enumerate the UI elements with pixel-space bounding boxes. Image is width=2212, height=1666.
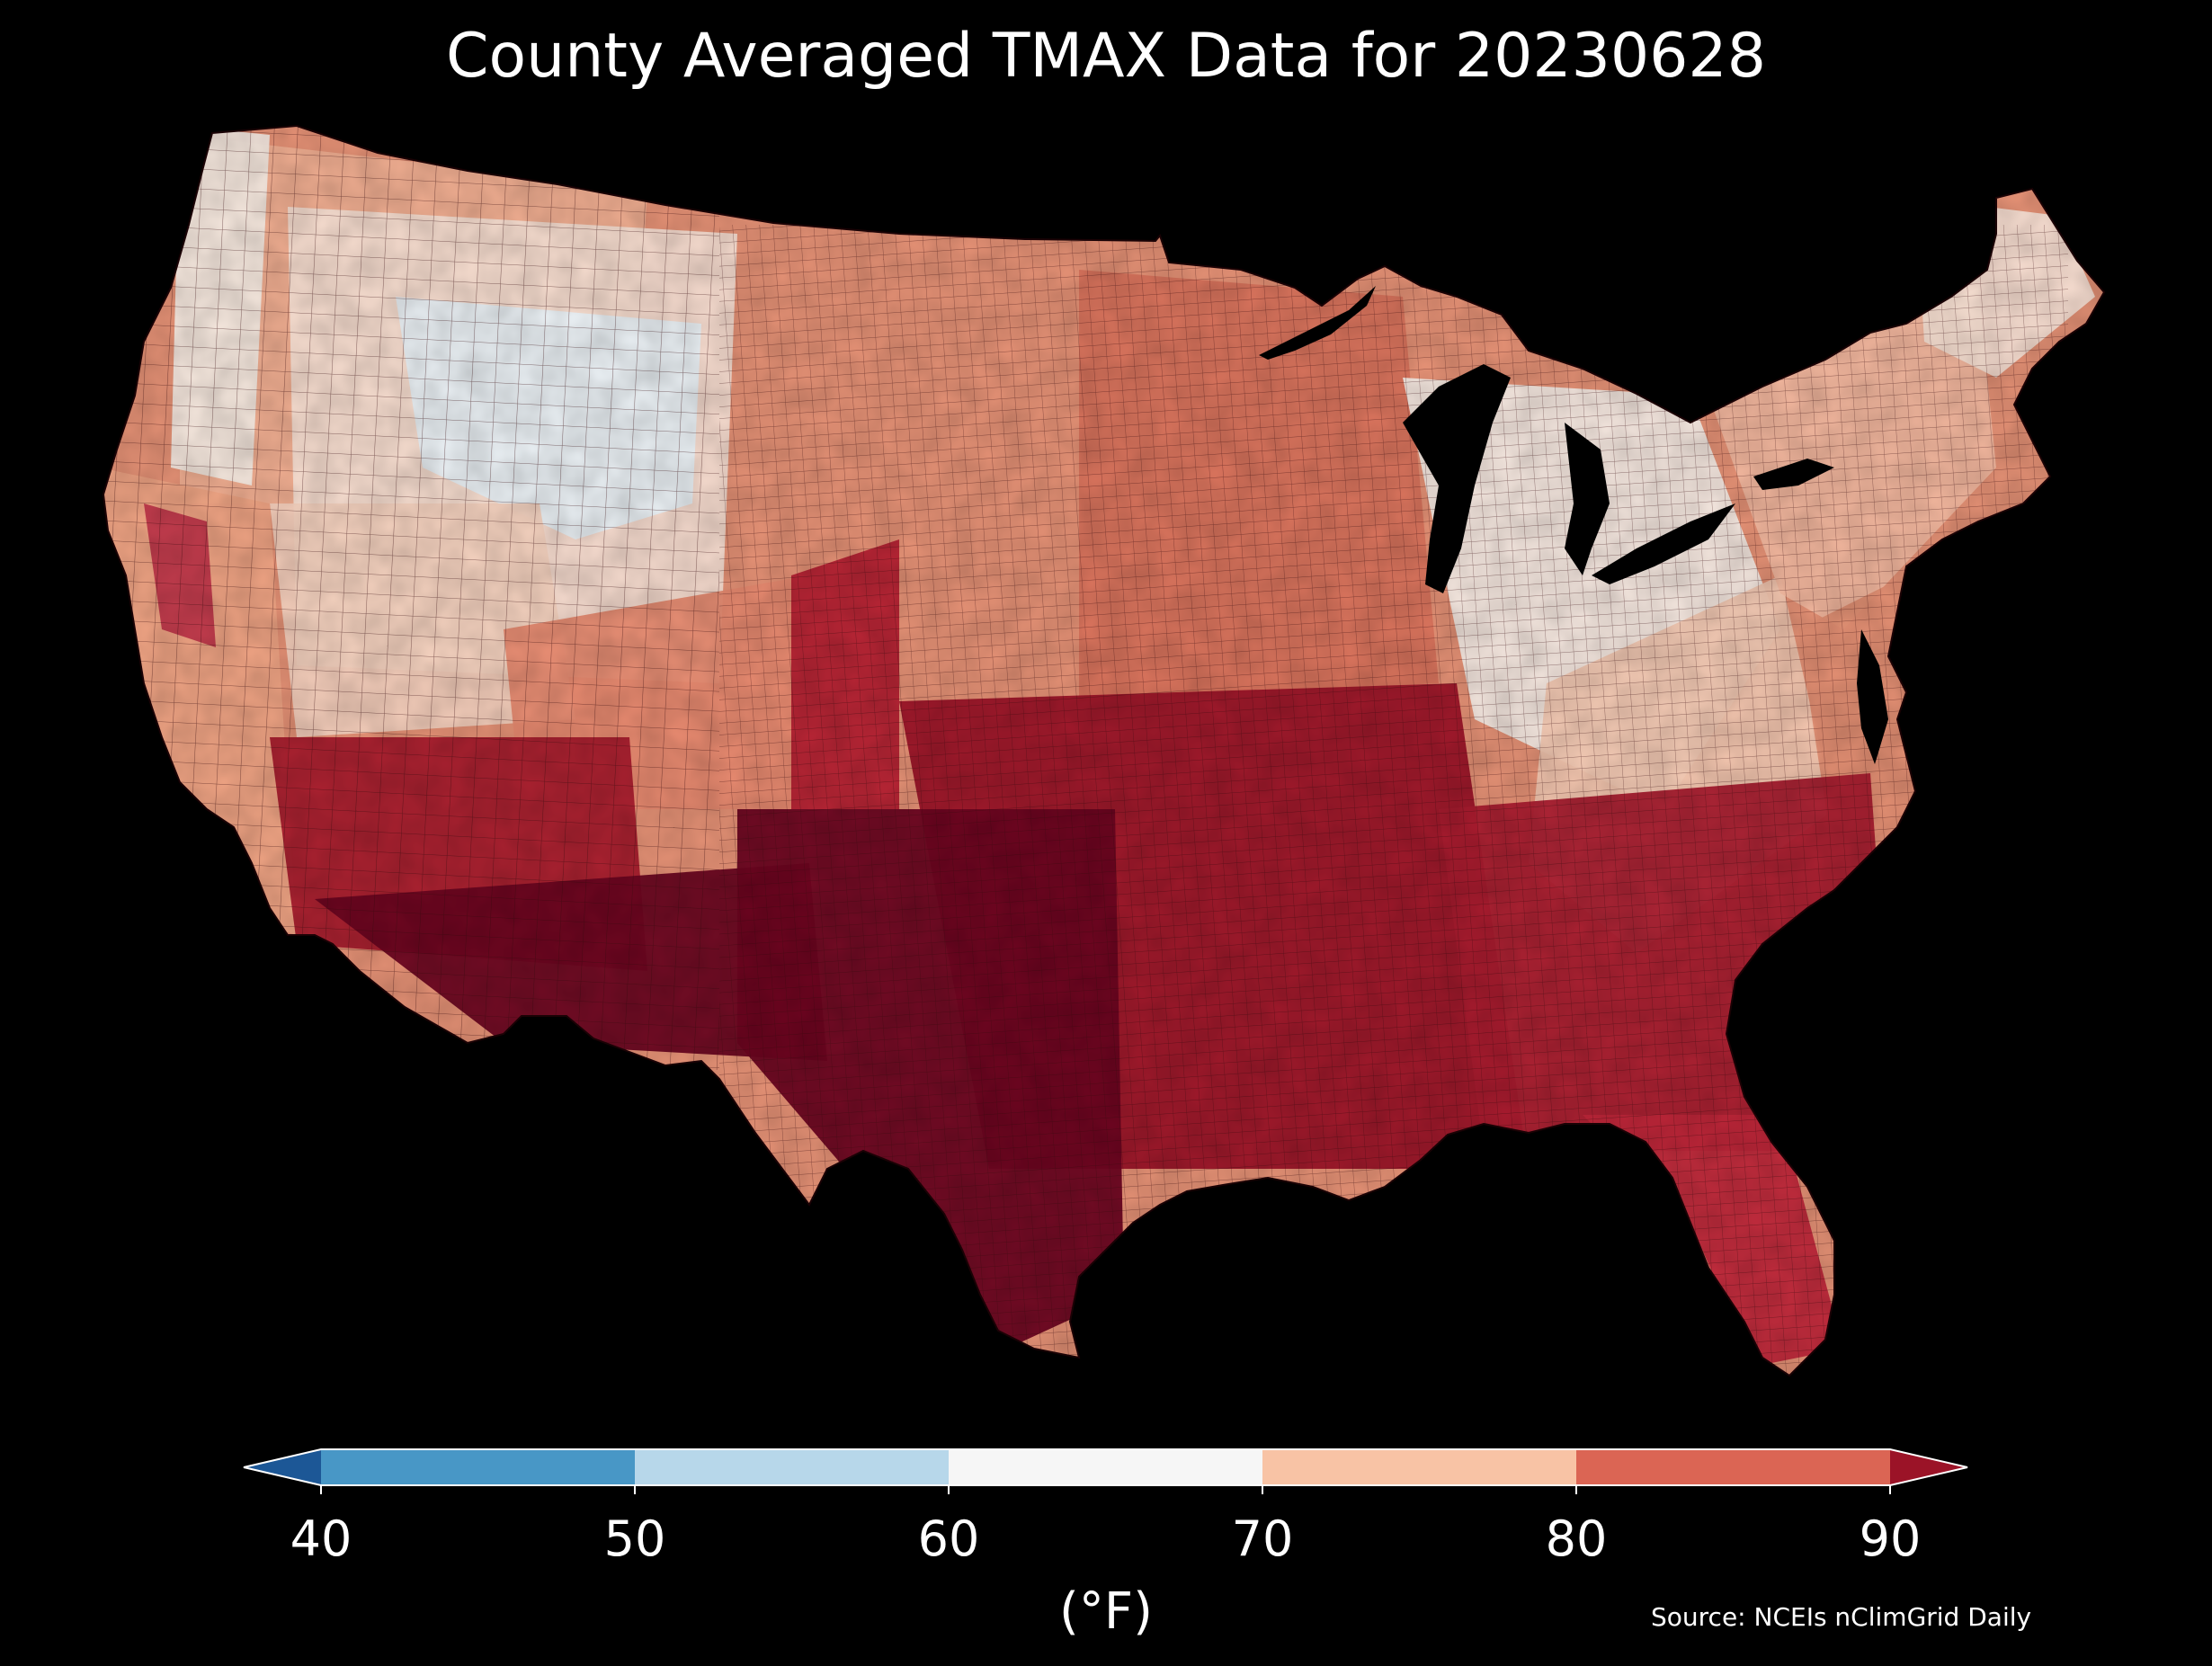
- source-credit: Source: NCEIs nClimGrid Daily: [1651, 1602, 2032, 1632]
- colorbar-tick-40: 40: [290, 1510, 352, 1567]
- great-lakes: [1259, 286, 1888, 764]
- colorbar-tick-80: 80: [1545, 1510, 1608, 1567]
- map-title: County Averaged TMAX Data for 20230628: [446, 21, 1766, 92]
- colorbar-tick-50: 50: [603, 1510, 666, 1567]
- colorbar-bin-80-90: [1576, 1449, 1890, 1485]
- colorbar-bin-40-50: [321, 1449, 635, 1485]
- colorbar-bin-70-80: [1262, 1449, 1576, 1485]
- colorbar-tick-90: 90: [1859, 1510, 1922, 1567]
- map-texture: [103, 126, 2104, 1376]
- lake-erie: [1592, 503, 1735, 584]
- colorbar-bin-60-70: [949, 1449, 1262, 1485]
- colorbar-unit-label: (°F): [1059, 1582, 1153, 1641]
- colorbar-tick-70: 70: [1231, 1510, 1294, 1567]
- colorbar-bin-50-60: [635, 1449, 949, 1485]
- county-boundaries: [103, 126, 2104, 1376]
- colorbar-extend-high: [1890, 1449, 1967, 1485]
- lake-superior: [1259, 286, 1376, 360]
- lake-michigan: [1403, 364, 1511, 593]
- colorbar: [243, 1448, 1968, 1494]
- lake-huron: [1565, 423, 1610, 575]
- chesapeake-bay: [1857, 629, 1888, 764]
- lake-ontario: [1753, 459, 1834, 490]
- colorbar-tick-60: 60: [917, 1510, 980, 1567]
- colorbar-extend-low: [244, 1449, 321, 1485]
